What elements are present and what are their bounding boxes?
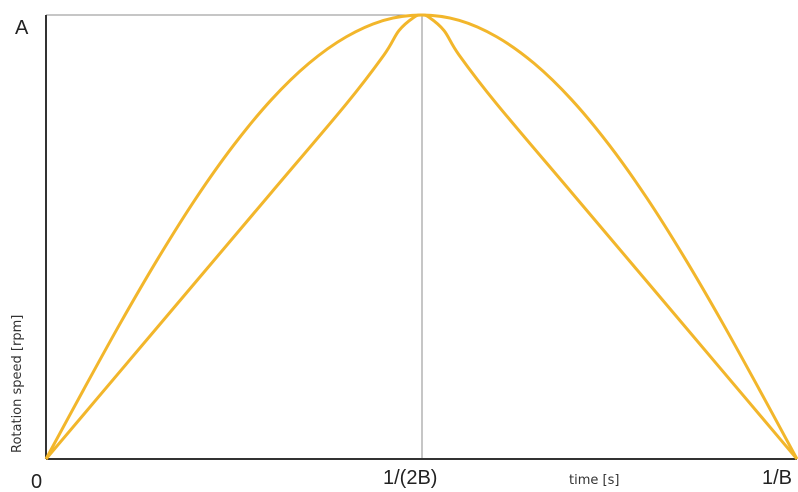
x-tick-label-half: 1/(2B) [383,467,437,489]
series-line-2 [44,13,798,460]
y-axis-label: Rotation speed [rpm] [10,315,25,453]
x-tick-label-0: 0 [31,471,42,492]
series-layer [44,13,798,460]
x-tick-label-end: 1/B [762,467,792,489]
x-axis-label: time [s] [569,473,619,488]
y-tick-label-a: A [15,17,29,39]
